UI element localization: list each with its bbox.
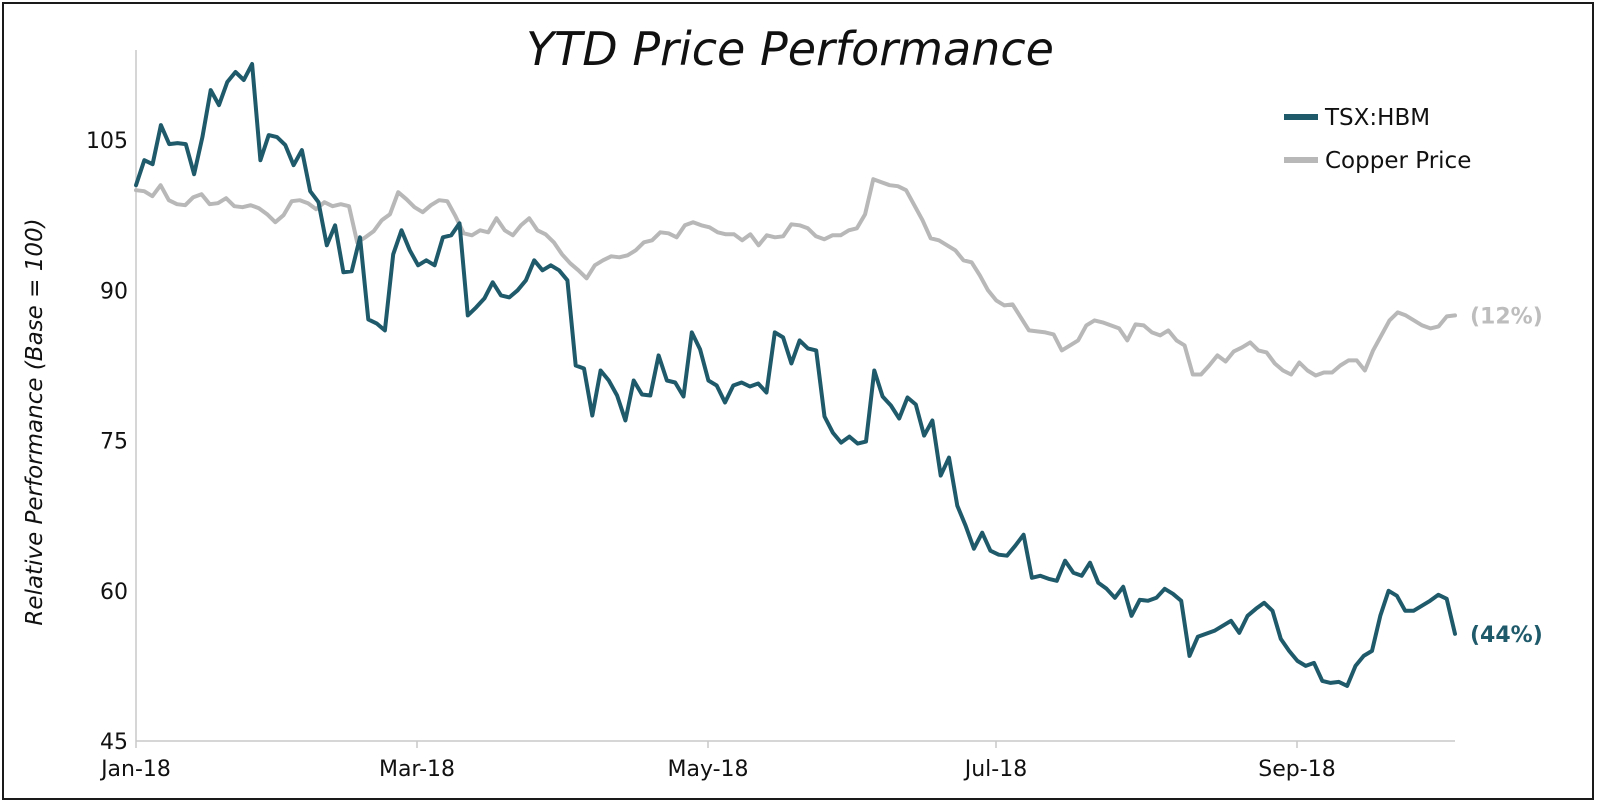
- legend: TSX:HBM Copper Price: [1284, 105, 1471, 174]
- y-ticks: 45 60 75 90 105: [86, 129, 128, 755]
- x-tick-label: Jul-18: [963, 757, 1027, 782]
- series-line-hbm: [134, 62, 1457, 688]
- y-tick-label: 90: [100, 279, 128, 304]
- end-labels: (12%) (44%): [1470, 304, 1543, 647]
- end-label-hbm: (44%): [1470, 623, 1543, 648]
- end-label-copper: (12%): [1470, 304, 1543, 329]
- x-tick-label: Sep-18: [1258, 757, 1335, 782]
- y-tick-label: 105: [86, 129, 128, 154]
- legend-label-copper: Copper Price: [1325, 148, 1471, 174]
- axes: [135, 50, 1455, 742]
- x-tick-label: Jan-18: [99, 757, 171, 782]
- y-tick-label: 75: [100, 430, 128, 455]
- legend-label-hbm: TSX:HBM: [1324, 105, 1430, 131]
- series-line-copper: [134, 177, 1457, 378]
- chart-title: YTD Price Performance: [526, 22, 1054, 76]
- y-axis-label: Relative Performance (Base = 100): [22, 218, 48, 625]
- y-tick-label: 45: [100, 730, 128, 755]
- x-tick-label: Mar-18: [379, 757, 455, 782]
- series-layer: [134, 62, 1457, 688]
- x-tick-label: May-18: [667, 757, 748, 782]
- y-tick-label: 60: [100, 580, 128, 605]
- x-ticks: Jan-18 Mar-18 May-18 Jul-18 Sep-18: [99, 741, 1336, 782]
